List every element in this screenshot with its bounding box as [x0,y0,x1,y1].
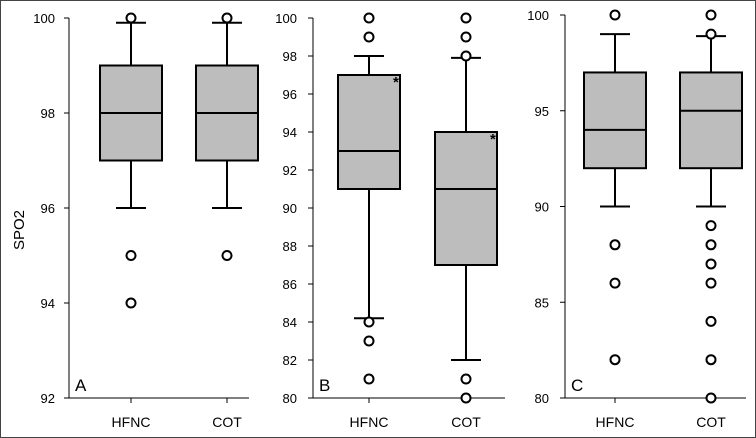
outlier-point [460,373,472,385]
outlier-point [705,315,717,327]
outlier-point [705,392,717,404]
outlier-point [363,12,375,24]
x-tick-label: COT [696,414,726,430]
outlier-point [609,9,621,21]
significance-marker: * [393,74,399,91]
outlier-point [460,31,472,43]
outlier-point [363,373,375,385]
outlier-point [705,220,717,232]
y-tick-label: 100 [275,11,297,26]
y-axis-label: SPO2 [11,210,28,250]
y-tick-label: 82 [283,353,297,368]
y-tick-label: 92 [283,163,297,178]
outlier-point [460,50,472,62]
y-tick-label: 88 [283,239,297,254]
y-tick-label: 98 [41,106,55,121]
y-tick-label: 90 [283,201,297,216]
x-tick-label: HFNC [112,414,151,430]
y-tick-label: 94 [41,296,55,311]
x-tick-label: HFNC [596,414,635,430]
outlier-point [705,28,717,40]
outlier-point [460,392,472,404]
box [434,131,498,266]
y-tick-label: 95 [535,104,549,119]
outlier-point [363,335,375,347]
y-tick-label: 84 [283,315,297,330]
outlier-point [705,354,717,366]
outlier-point [705,9,717,21]
outlier-point [460,12,472,24]
x-tick-label: COT [451,414,481,430]
y-tick-label: 94 [283,125,297,140]
outlier-point [363,316,375,328]
y-tick-label: 80 [283,391,297,406]
x-tick-label: COT [212,414,242,430]
outlier-point [221,250,233,261]
outlier-point [125,297,137,309]
outlier-point [125,12,137,24]
y-tick-label: 98 [283,49,297,64]
outlier-point [363,31,375,43]
panel-label: A [75,376,87,395]
y-tick-label: 100 [33,11,55,26]
significance-marker: * [490,131,496,148]
panel-label: B [319,376,330,395]
outlier-point [221,12,233,24]
outlier-point [125,250,137,261]
y-tick-label: 100 [527,8,549,23]
y-tick-label: 90 [535,200,549,215]
outlier-point [609,277,621,289]
panel-label: C [571,376,583,395]
outlier-point [609,239,621,251]
box [337,74,401,190]
y-tick-label: 92 [41,391,55,406]
y-tick-label: 80 [535,391,549,406]
outlier-point [705,258,717,270]
y-tick-label: 96 [41,201,55,216]
box [679,71,743,170]
x-tick-label: HFNC [350,414,389,430]
outlier-point [705,239,717,251]
outlier-point [705,277,717,289]
y-tick-label: 86 [283,277,297,292]
box [583,71,647,170]
y-tick-label: 85 [535,295,549,310]
y-tick-label: 96 [283,87,297,102]
outlier-point [609,354,621,366]
